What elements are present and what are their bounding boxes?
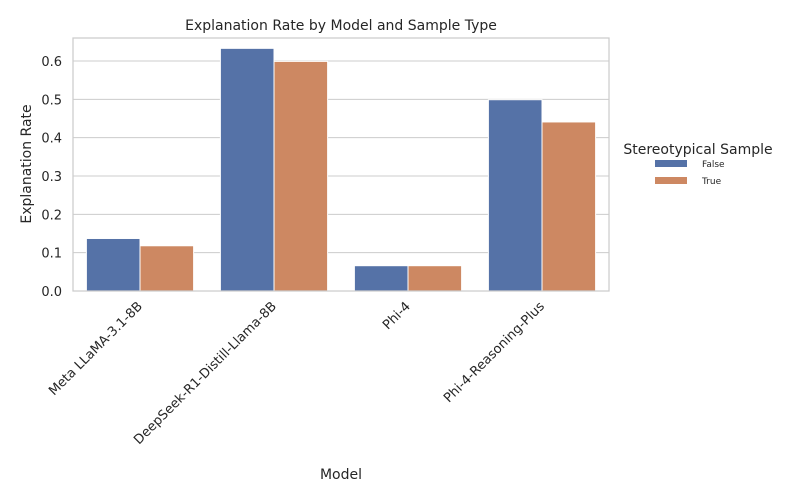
y-axis-label: Explanation Rate [19, 104, 35, 223]
legend-label-true: True [701, 177, 722, 187]
y-tick-label: 0.2 [41, 208, 62, 223]
bar-true-3 [541, 121, 597, 292]
bar-false-2 [353, 265, 409, 292]
legend: Stereotypical Sample False True [623, 142, 772, 187]
y-tick-label: 0.0 [41, 285, 62, 300]
bar-true-0 [139, 245, 195, 292]
legend-title: Stereotypical Sample [623, 142, 772, 158]
legend-items: False True [655, 160, 725, 187]
bar-false-1 [219, 47, 275, 292]
y-tick-label: 0.6 [41, 55, 62, 70]
x-axis-label: Model [320, 467, 362, 483]
plot-frame [72, 37, 610, 292]
legend-swatch-true [655, 177, 687, 184]
legend-label-false: False [702, 160, 725, 170]
bar-true-1 [273, 60, 329, 292]
y-tick-label: 0.5 [41, 93, 62, 108]
y-tick-label: 0.4 [41, 132, 62, 147]
y-tick-label: 0.1 [41, 247, 62, 262]
bar-false-3 [487, 99, 543, 292]
legend-swatch-false [655, 160, 687, 167]
y-tick-labels: 0.0 0.1 0.2 0.3 0.4 0.5 0.6 [41, 55, 62, 300]
y-tick-label: 0.3 [41, 170, 62, 185]
chart-title: Explanation Rate by Model and Sample Typ… [185, 18, 497, 34]
bar-false-0 [85, 237, 141, 292]
bar-true-2 [407, 265, 463, 292]
